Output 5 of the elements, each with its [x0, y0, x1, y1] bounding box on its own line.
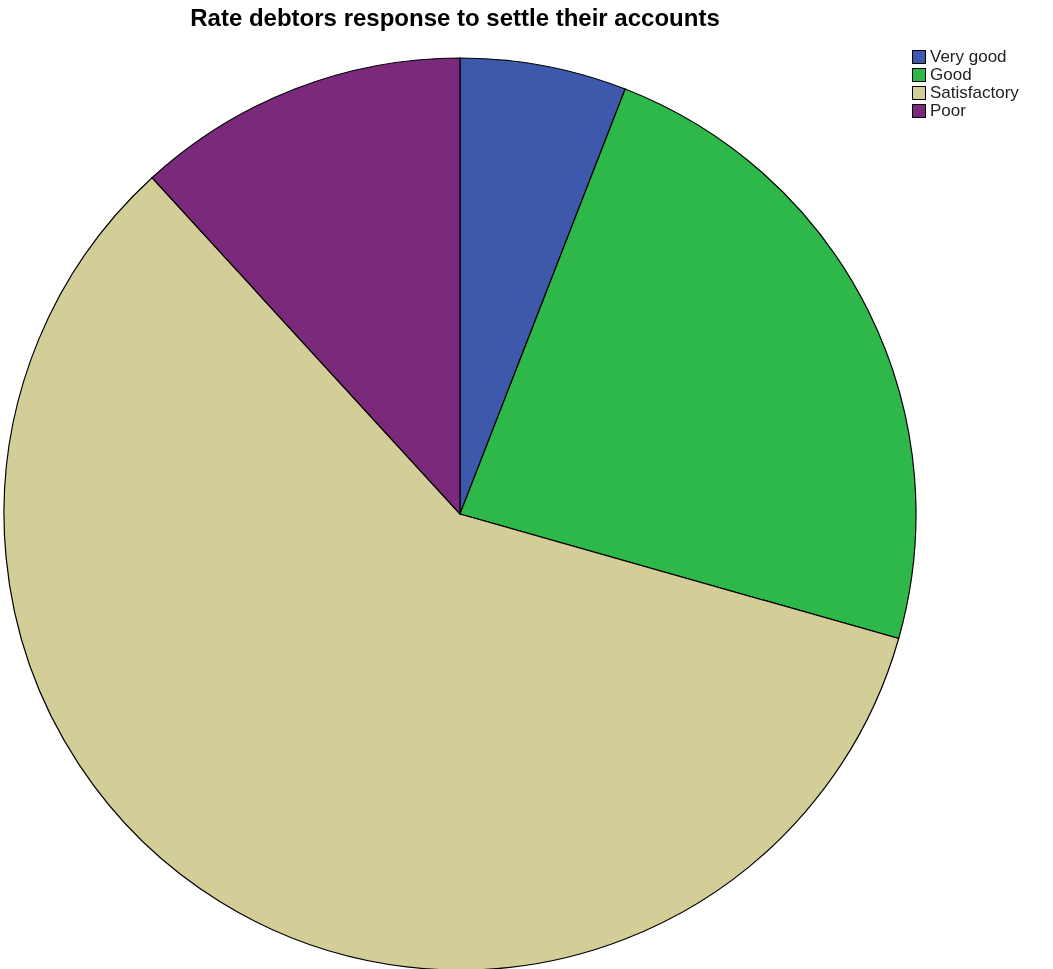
legend-label: Poor — [930, 101, 966, 120]
legend-label: Satisfactory — [930, 83, 1019, 102]
legend-label: Very good — [930, 47, 1007, 66]
chart-title: Rate debtors response to settle their accounts — [189, 4, 721, 32]
legend-label: Good — [930, 65, 972, 84]
